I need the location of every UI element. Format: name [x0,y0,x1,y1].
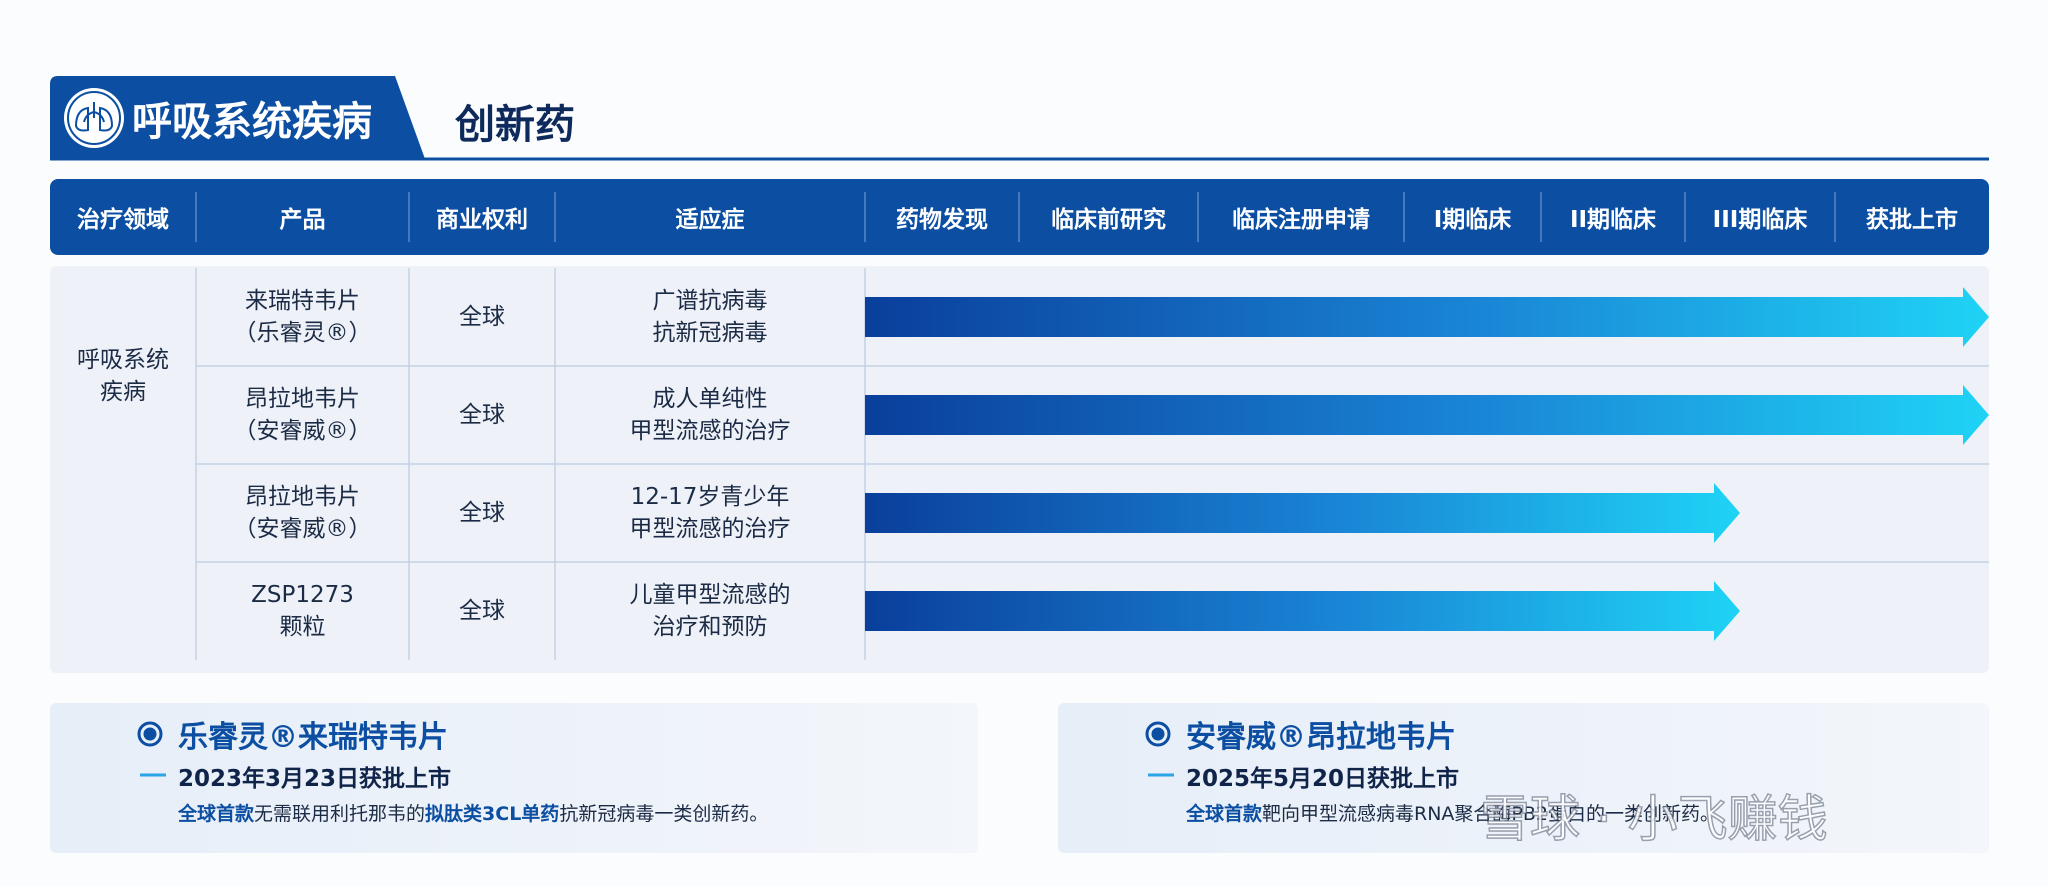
highlight-title: 安睿威®昂拉地韦片 [1186,712,1456,756]
indication-cell: 儿童甲型流感的 治疗和预防 [555,562,865,660]
highlight-date: 2025年5月20日获批上市 [1186,760,1459,792]
: ZSP1273 [251,582,354,608]
: 来瑞特韦片 [245,288,360,314]
: 昂拉地韦片 [245,386,360,412]
: 产品 [279,207,326,233]
progress-arrow [865,385,1989,445]
: （安睿威®） [233,516,372,542]
table-body [50,266,1989,673]
column-header: 临床注册申请 [1198,179,1404,255]
area-cell: 呼吸系统 疾病 [50,268,196,484]
: 临床注册申请 [1232,207,1370,233]
: （安睿威®） [233,418,372,444]
product-cell: ZSP1273 颗粒 [196,562,409,660]
: 抗新冠病毒 [652,320,768,346]
: 药物发现 [896,207,988,233]
indication-cell: 成人单纯性甲型流感的治疗 [555,366,865,464]
product-cell: 来瑞特韦片 （乐睿灵®） [196,268,409,366]
indication-cell: 12-17岁青少年 甲型流感的治疗 [555,464,865,562]
: 抗新冠病毒一类创新药。 [559,802,769,825]
: 无需联用利托那韦的 [254,802,426,825]
bullet-icon [143,727,157,741]
column-header: 获批上市 [1835,179,1989,255]
progress-arrow [865,581,1740,641]
: 2023年3月23日获批上市 [178,766,452,792]
product-cell: 昂拉地韦片 （安睿威®） [196,464,409,562]
category-label: 呼吸系统疾病 [132,90,372,146]
progress-arrow [865,287,1989,347]
lung-icon [74,102,114,132]
product-cell: 昂拉地韦片 （安睿威®） [196,366,409,464]
: 全球首款 [178,802,255,825]
: 甲型流感的治疗 [629,418,791,444]
highlight-title: 乐睿灵®来瑞特韦片 [178,712,448,756]
lung-icon-ring [67,91,121,145]
: 呼吸系统 [77,347,169,373]
indication-cell: 广谱抗病毒抗新冠病毒 [555,268,865,366]
: 雪球 · 小飞赚钱 [1479,789,1828,849]
column-header: 产品 [196,179,409,255]
: 商业权利 [436,207,528,233]
: 疾病 [100,379,146,405]
column-header: II期临床 [1541,179,1685,255]
: 适应症 [675,207,745,233]
: 甲型流感的治疗 [629,516,791,542]
: （乐睿灵®） [233,320,372,346]
highlight-date: 2023年3月23日获批上市 [178,760,451,792]
: 全球 [459,598,505,624]
: 成人单纯性 [652,386,768,412]
progress-arrow [865,483,1740,543]
: III期临床 [1712,207,1808,233]
column-header: I期临床 [1404,179,1541,255]
column-header: 适应症 [555,179,865,255]
: 2025年5月20日获批上市 [1186,766,1460,792]
: 拟肽类3CL单药 [425,802,560,825]
column-header: 药物发现 [865,179,1019,255]
watermark: 雪球 · 小飞赚钱 [1479,780,1828,850]
column-header: 治疗领域 [50,179,196,255]
: 靶向甲型流感病毒RNA聚合酶PB2蛋白的一类创新药。 [1262,802,1720,825]
bullet-icon [1151,727,1165,741]
bullet-icon [137,721,163,747]
: II期临床 [1569,207,1657,233]
: 12-17岁青少年 [630,484,790,510]
column-header: III期临床 [1685,179,1835,255]
: 获批上市 [1866,207,1958,233]
highlight-desc: 全球首款 靶向甲型流感病毒RNA聚合酶PB2蛋白的一类创新药。 [1186,797,1719,827]
: 安睿威®昂拉地韦片 [1186,720,1456,755]
: 治疗和预防 [652,614,768,640]
: 创新药 [455,102,575,148]
page-title: 创新药 [455,90,575,152]
highlight-desc: 全球首款 无需联用利托那韦的 拟肽类3CL单药 抗新冠病毒一类创新药。 [178,797,768,827]
highlight-box [50,703,978,853]
: I期临床 [1433,207,1512,233]
category-tab [50,76,425,159]
rights-cell: 全球 [409,464,555,562]
column-header: 临床前研究 [1019,179,1198,255]
: 全球 [459,304,505,330]
: 全球 [459,402,505,428]
: 昂拉地韦片 [245,484,360,510]
: 广谱抗病毒 [652,288,768,314]
: 全球首款 [1186,802,1263,825]
rights-cell: 全球 [409,366,555,464]
: 全球 [459,500,505,526]
bullet-icon [1145,721,1171,747]
: 呼吸系统疾病 [132,99,372,145]
: 乐睿灵®来瑞特韦片 [178,720,448,755]
: 治疗领域 [77,207,169,233]
rights-cell: 全球 [409,562,555,660]
: 儿童甲型流感的 [629,582,791,608]
highlight-box [1058,703,1989,853]
: 颗粒 [279,614,326,640]
column-header: 商业权利 [409,179,555,255]
rights-cell: 全球 [409,268,555,366]
: 临床前研究 [1051,207,1166,233]
